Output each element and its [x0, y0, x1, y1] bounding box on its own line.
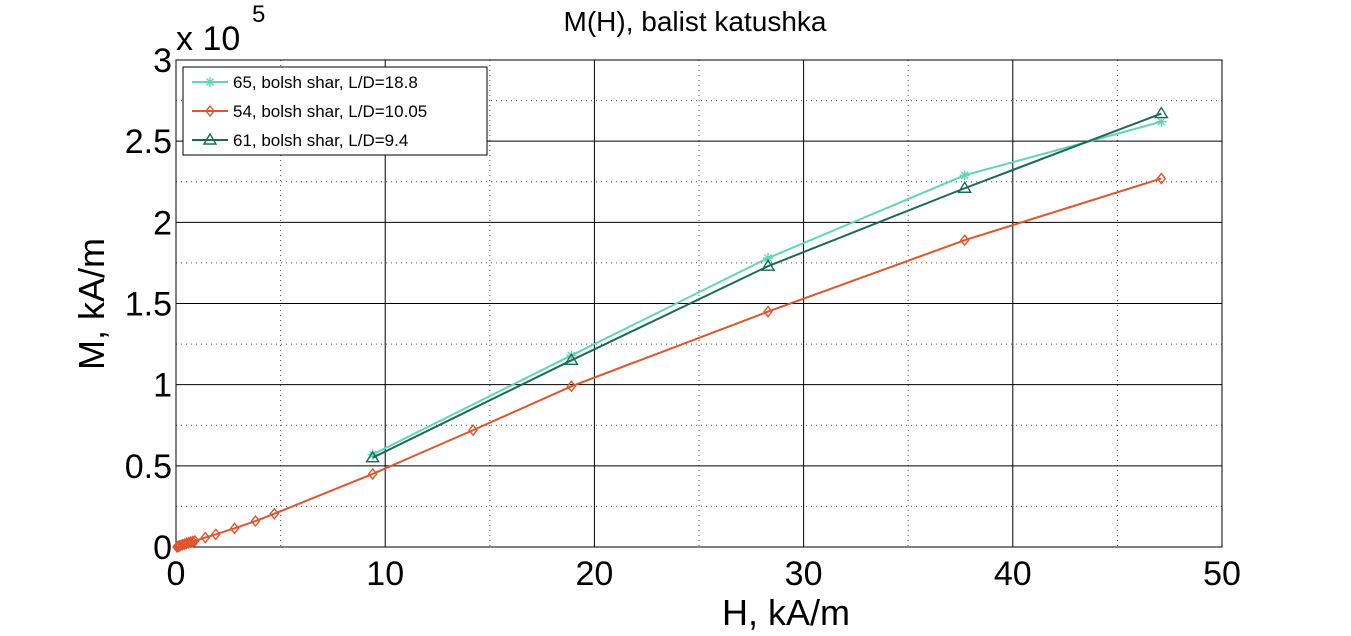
- data-point: [1156, 172, 1167, 185]
- legend-item: 65, bolsh shar, L/D=18.8: [192, 73, 418, 92]
- x-tick-label: 50: [1203, 555, 1241, 593]
- legend-label: 54, bolsh shar, L/D=10.05: [233, 102, 427, 121]
- series-1: [367, 116, 1167, 460]
- y-tick-label: 1.5: [125, 286, 172, 324]
- data-point: [250, 514, 261, 528]
- x-tick-label: 40: [994, 555, 1032, 593]
- y-tick-label: 2: [153, 204, 172, 242]
- y-tick-label: 3: [153, 42, 172, 80]
- legend-label: 65, bolsh shar, L/D=18.8: [233, 73, 418, 92]
- y-axis-multiplier-base: x 10: [176, 20, 240, 58]
- series-3: [365, 106, 1169, 463]
- data-point: [763, 305, 773, 318]
- data-point: [564, 352, 579, 366]
- series-line: [372, 120, 1162, 456]
- series-line: [176, 177, 1162, 548]
- data-point: [760, 258, 776, 271]
- x-tick-label: 30: [785, 555, 823, 593]
- y-tick-label: 1: [153, 367, 172, 405]
- data-point: [367, 467, 378, 481]
- data-point: [200, 531, 211, 544]
- data-point: [269, 507, 280, 520]
- data-point: [210, 528, 221, 541]
- legend-marker: [205, 77, 215, 87]
- tick-labels: 0 10 20 30 40 50 0 0.5 1 1.5 2 2.5 3: [125, 42, 1241, 593]
- data-point: [959, 170, 970, 181]
- x-axis-label: H, kA/m: [722, 592, 850, 633]
- legend-item: 54, bolsh shar, L/D=10.05: [192, 102, 427, 121]
- y-tick-label: 0: [153, 529, 172, 567]
- data-point: [957, 180, 972, 193]
- series-layer: [172, 106, 1169, 554]
- series-line: [372, 112, 1162, 459]
- data-point: [959, 234, 970, 247]
- chart-title: M(H), balist katushka: [564, 6, 827, 37]
- y-axis-multiplier: x 10: [176, 20, 240, 58]
- legend-box: [182, 66, 488, 156]
- y-tick-label: 2.5: [125, 123, 172, 161]
- data-point: [468, 423, 478, 437]
- legend-item: 61, bolsh shar, L/D=9.4: [192, 131, 408, 150]
- data-point: [185, 536, 196, 549]
- legend: 65, bolsh shar, L/D=18.8 54, bolsh shar, …: [182, 66, 488, 156]
- data-point: [1156, 116, 1167, 127]
- plot-frame: [175, 59, 1223, 548]
- x-tick-label: 20: [575, 555, 613, 593]
- data-point: [189, 534, 200, 547]
- y-axis-label: M, kA/m: [71, 238, 112, 370]
- data-point: [187, 535, 198, 548]
- data-point: [365, 450, 380, 463]
- data-point: [229, 522, 240, 535]
- legend-marker: [205, 104, 215, 118]
- y-axis-multiplier-exponent: 5: [252, 1, 265, 28]
- data-point: [566, 380, 577, 393]
- legend-label: 61, bolsh shar, L/D=9.4: [233, 131, 408, 150]
- series-2: [172, 172, 1167, 554]
- y-tick-label: 0.5: [125, 448, 172, 486]
- data-point: [763, 253, 774, 264]
- x-tick-label: 0: [167, 555, 186, 593]
- x-tick-label: 10: [366, 555, 404, 593]
- legend-marker: [202, 132, 218, 145]
- data-point: [1154, 106, 1169, 119]
